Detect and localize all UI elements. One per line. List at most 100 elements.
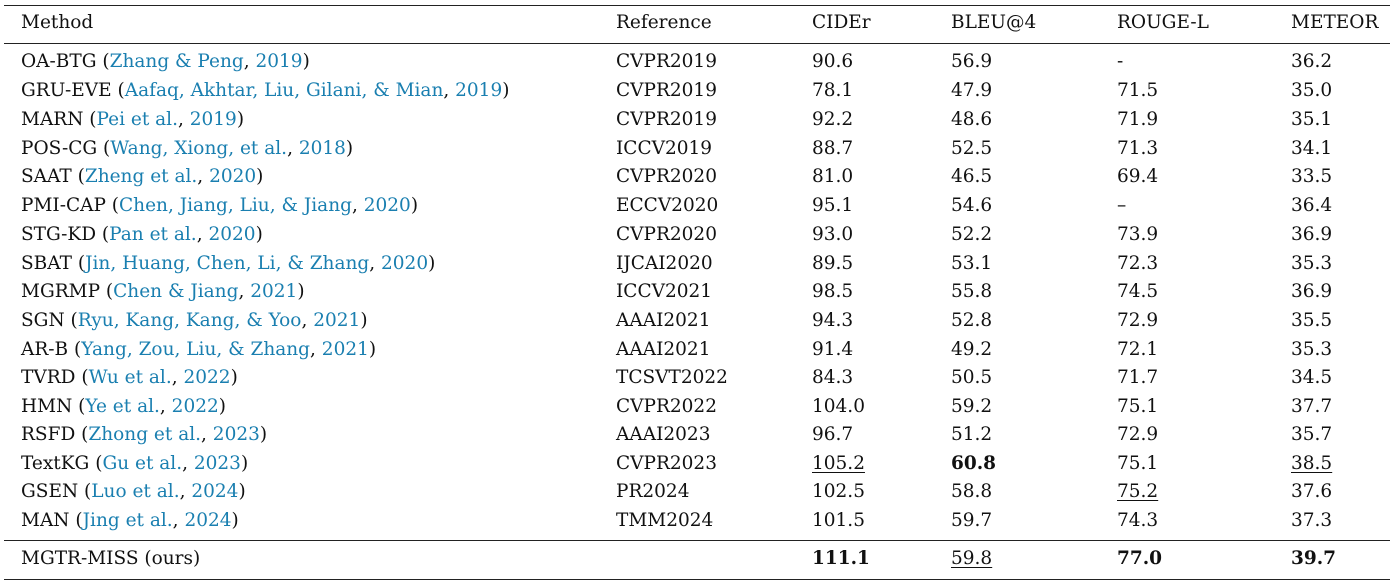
rouge-cell: 71.9 [1117, 109, 1159, 130]
citation-link[interactable]: Ryu, Kang, Kang, & Yoo [77, 310, 302, 331]
citation-link[interactable]: Chen, Jiang, Liu, & Jiang [119, 195, 352, 216]
year-link[interactable]: 2021 [321, 339, 369, 360]
meteor-cell: 35.1 [1291, 109, 1333, 130]
table-row: SBAT (Jin, Huang, Chen, Li, & Zhang, 202… [4, 250, 1390, 278]
results-table: Method Reference CIDEr BLEU@4 ROUGE-L ME… [4, 0, 1390, 586]
rouge-cell: 71.3 [1117, 138, 1159, 159]
year-link[interactable]: 2020 [208, 224, 256, 245]
method-cell: TextKG (Gu et al., 2023) [21, 453, 249, 474]
citation-link[interactable]: Jing et al. [82, 510, 173, 531]
meteor-cell: 35.0 [1291, 80, 1333, 101]
bleu-cell: 52.8 [951, 310, 993, 331]
citation-link[interactable]: Chen & Jiang [113, 281, 239, 302]
year-link[interactable]: 2020 [381, 253, 429, 274]
citation-link[interactable]: Zhang & Peng [109, 51, 244, 72]
rouge-cell: – [1117, 195, 1127, 216]
bleu-cell: 47.9 [951, 80, 993, 101]
cider-cell: 89.5 [812, 253, 854, 274]
citation-link[interactable]: Pei et al. [96, 109, 178, 130]
citation-link[interactable]: Wu et al. [88, 367, 172, 388]
rouge-cell: 69.4 [1117, 166, 1159, 187]
rouge-cell: 72.9 [1117, 424, 1159, 445]
cider-cell: 96.7 [812, 424, 854, 445]
method-cell: TVRD (Wu et al., 2022) [21, 367, 238, 388]
method-cell: STG-KD (Pan et al., 2020) [21, 224, 263, 245]
table-row: MGRMP (Chen & Jiang, 2021) ICCV2021 98.5… [4, 278, 1390, 306]
cider-cell: 93.0 [812, 224, 854, 245]
year-link[interactable]: 2021 [250, 281, 298, 302]
year-link[interactable]: 2019 [189, 109, 237, 130]
citation-link[interactable]: Pan et al. [109, 224, 197, 245]
table-row: GSEN (Luo et al., 2024) PR2024 102.5 58.… [4, 478, 1390, 506]
table-row: RSFD (Zhong et al., 2023) AAAI2023 96.7 … [4, 421, 1390, 449]
bleu-cell: 58.8 [951, 481, 993, 502]
rouge-cell-best: 77.0 [1117, 548, 1163, 569]
citation-link[interactable]: Yang, Zou, Liu, & Zhang [81, 339, 311, 360]
cider-cell: 90.6 [812, 51, 854, 72]
header-rule [4, 43, 1390, 44]
table-header: Method Reference CIDEr BLEU@4 ROUGE-L ME… [4, 9, 1390, 37]
bleu-cell: 48.6 [951, 109, 993, 130]
meteor-cell: 35.7 [1291, 424, 1333, 445]
method-name: MGRMP [21, 281, 101, 302]
citation-link[interactable]: Aafaq, Akhtar, Liu, Gilani, & Mian [124, 80, 444, 101]
citation-link[interactable]: Jin, Huang, Chen, Li, & Zhang [85, 253, 370, 274]
table-row: SAAT (Zheng et al., 2020) CVPR2020 81.0 … [4, 163, 1390, 191]
year-link[interactable]: 2018 [298, 138, 346, 159]
rouge-cell: 71.5 [1117, 80, 1159, 101]
method-cell: MAN (Jing et al., 2024) [21, 510, 239, 531]
year-link[interactable]: 2024 [191, 481, 239, 502]
year-link[interactable]: 2021 [313, 310, 361, 331]
rouge-cell: 75.1 [1117, 396, 1159, 417]
method-cell: MGRMP (Chen & Jiang, 2021) [21, 281, 305, 302]
year-link[interactable]: 2019 [455, 80, 503, 101]
reference-cell: CVPR2023 [616, 453, 717, 474]
year-link[interactable]: 2022 [183, 367, 231, 388]
meteor-cell: 35.3 [1291, 253, 1333, 274]
table-row: TVRD (Wu et al., 2022) TCSVT2022 84.3 50… [4, 364, 1390, 392]
header-cider: CIDEr [812, 12, 871, 33]
bleu-cell: 52.2 [951, 224, 993, 245]
reference-cell: CVPR2019 [616, 109, 717, 130]
year-link[interactable]: 2020 [363, 195, 411, 216]
reference-cell: TCSVT2022 [616, 367, 728, 388]
cider-cell-second-best: 105.2 [812, 453, 865, 474]
cider-cell: 91.4 [812, 339, 854, 360]
method-cell-ours: MGTR-MISS (ours) [21, 548, 201, 569]
reference-cell: AAAI2023 [616, 424, 711, 445]
meteor-cell: 36.9 [1291, 224, 1333, 245]
table-row: MARN (Pei et al., 2019) CVPR2019 92.2 48… [4, 106, 1390, 134]
citation-link[interactable]: Gu et al. [102, 453, 183, 474]
method-name: SBAT [21, 253, 72, 274]
summary-row: MGTR-MISS (ours) 111.1 59.8 77.0 39.7 [4, 545, 1390, 573]
year-link[interactable]: 2019 [255, 51, 303, 72]
method-cell: AR-B (Yang, Zou, Liu, & Zhang, 2021) [21, 339, 377, 360]
cider-cell: 95.1 [812, 195, 854, 216]
method-name: HMN [21, 396, 73, 417]
year-link[interactable]: 2022 [171, 396, 219, 417]
citation-link[interactable]: Zhong et al. [88, 424, 202, 445]
method-name: GRU-EVE [21, 80, 112, 101]
year-link[interactable]: 2023 [193, 453, 241, 474]
reference-cell: AAAI2021 [616, 339, 711, 360]
method-name: GSEN [21, 481, 79, 502]
header-method: Method [21, 12, 94, 33]
reference-cell: IJCAI2020 [616, 253, 713, 274]
year-link[interactable]: 2023 [212, 424, 260, 445]
citation-link[interactable]: Ye et al. [85, 396, 160, 417]
method-cell: PMI-CAP (Chen, Jiang, Liu, & Jiang, 2020… [21, 195, 419, 216]
rouge-cell: 71.7 [1117, 367, 1159, 388]
year-link[interactable]: 2024 [184, 510, 232, 531]
table-row: OA-BTG (Zhang & Peng, 2019) CVPR2019 90.… [4, 48, 1390, 76]
bleu-cell: 59.2 [951, 396, 993, 417]
reference-cell: PR2024 [616, 481, 690, 502]
meteor-cell: 35.3 [1291, 339, 1333, 360]
citation-link[interactable]: Zheng et al. [84, 166, 198, 187]
cider-cell: 84.3 [812, 367, 854, 388]
table-row: PMI-CAP (Chen, Jiang, Liu, & Jiang, 2020… [4, 192, 1390, 220]
reference-cell: CVPR2019 [616, 80, 717, 101]
year-link[interactable]: 2020 [209, 166, 257, 187]
citation-link[interactable]: Wang, Xiong, et al. [110, 138, 288, 159]
citation-link[interactable]: Luo et al. [91, 481, 180, 502]
method-name: TVRD [21, 367, 76, 388]
